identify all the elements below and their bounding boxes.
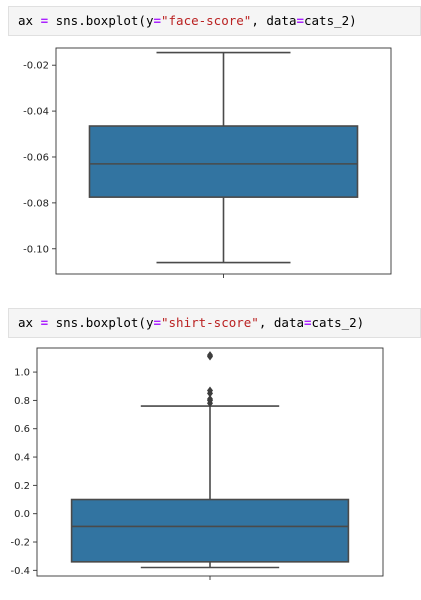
code-line: ax = sns.boxplot(y="face-score", data=ca… — [18, 13, 357, 28]
code-line: ax = sns.boxplot(y="shirt-score", data=c… — [18, 315, 364, 330]
code-token: = — [153, 13, 161, 28]
boxplot-face-score: -0.02 -0.04 -0.06 -0.08 -0.10 — [23, 47, 392, 278]
y-tick-label: -0.04 — [23, 107, 49, 118]
code-token: sns.boxplot(y — [48, 13, 154, 28]
code-token: cats_2) — [311, 315, 365, 330]
outlier-marker — [207, 351, 213, 360]
y-tick-label: 0.0 — [14, 509, 30, 520]
code-token: ax — [18, 315, 41, 330]
y-tick-label: 0.4 — [14, 453, 30, 464]
y-tick-label: -0.06 — [23, 152, 49, 163]
y-tick-label: 0.2 — [14, 481, 30, 492]
code-token: , data — [258, 315, 304, 330]
box-iqr — [70, 498, 350, 563]
outlier-marker — [207, 386, 213, 395]
code-token: "face-score" — [161, 13, 252, 28]
y-tick-label: 0.8 — [14, 396, 30, 407]
code-token: ax — [18, 13, 41, 28]
y-tick-label: 0.6 — [14, 424, 30, 435]
code-token: sns.boxplot(y — [48, 315, 154, 330]
y-tick-label: -0.2 — [10, 538, 30, 549]
code-token: "shirt-score" — [161, 315, 259, 330]
outlier-marker — [207, 394, 213, 403]
code-token: cats_2) — [304, 13, 357, 28]
y-tick-label: -0.02 — [23, 61, 49, 72]
code-token: = — [40, 315, 49, 330]
code-token: = — [40, 13, 49, 28]
code-cell-face-score[interactable]: ax = sns.boxplot(y="face-score", data=ca… — [8, 6, 421, 36]
y-tick-label: -0.08 — [23, 198, 49, 209]
code-token: , data — [251, 13, 297, 28]
boxplot-shirt-score: 1.0 0.8 0.6 0.4 0.2 0.0 -0.2 -0.4 — [10, 347, 384, 580]
code-cell-shirt-score[interactable]: ax = sns.boxplot(y="shirt-score", data=c… — [8, 308, 421, 338]
code-token: = — [304, 315, 312, 330]
code-token: = — [153, 315, 161, 330]
box-iqr — [88, 125, 359, 198]
y-tick-label: -0.10 — [23, 244, 49, 255]
y-tick-label: 1.0 — [14, 368, 30, 379]
y-tick-label: -0.4 — [10, 566, 30, 577]
code-token: = — [296, 13, 304, 28]
